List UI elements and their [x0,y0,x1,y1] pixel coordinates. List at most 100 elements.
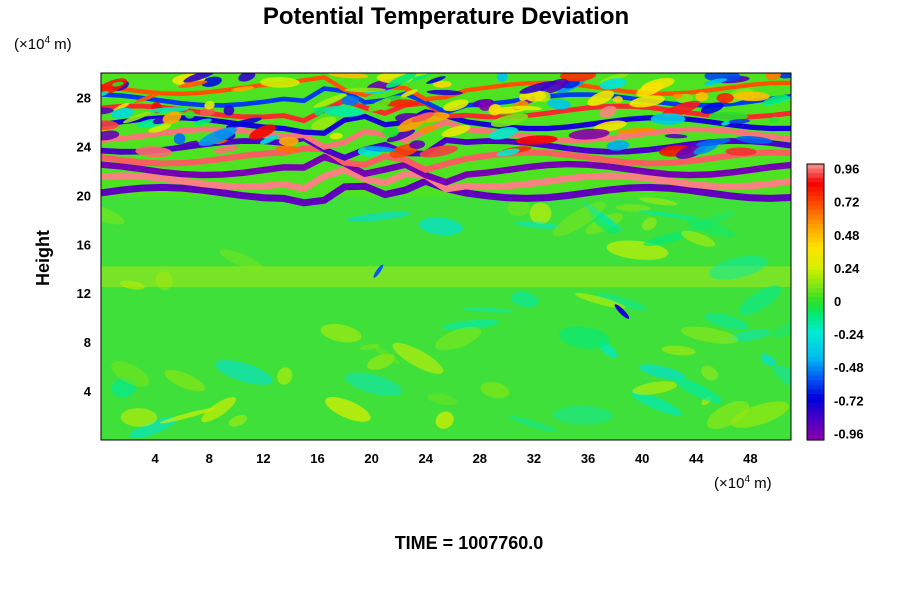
y-tick-label-8: 8 [84,335,91,350]
field-swirl [704,312,749,331]
y-tick-label-20: 20 [77,188,91,203]
field-blob [135,146,173,158]
field-blob [230,86,255,92]
field-swirl [642,217,657,231]
colorbar-label-2: 0.48 [834,228,859,243]
x-tick-label-44: 44 [689,451,704,466]
x-tick-label-20: 20 [364,451,378,466]
colorbar-swatch [807,237,824,243]
field-swirl [367,353,395,371]
field-swirl [510,291,539,308]
chart-title: Potential Temperature Deviation [263,3,629,30]
wave-stripe [101,119,791,150]
colorbar-label-6: -0.48 [834,360,864,375]
colorbar-label-1: 0.72 [834,195,859,210]
field-blob [213,145,239,154]
field-blob [111,107,134,119]
colorbar-swatch [807,251,824,257]
colorbar-swatch [807,325,824,331]
field-swirl [589,210,619,235]
colorbar-swatch [807,348,824,354]
colorbar-swatch [807,302,824,308]
field-blob [259,77,300,88]
field-swirl [201,397,237,423]
field-swirl [359,343,380,351]
field-blob [204,100,215,110]
field-blob [672,93,683,99]
field-blob [178,80,208,88]
colorbar-swatch [807,164,824,170]
field-blob [313,105,325,116]
field-blob [322,105,364,117]
field-swirl [615,204,651,212]
colorbar-tick-labels: 0.96 0.72 0.48 0.24 0 -0.24 -0.48 -0.72 -0.96 [834,162,864,442]
field-swirl [672,376,722,404]
x-tick-label-12: 12 [256,451,270,466]
colorbar-swatch [807,279,824,285]
field-blob [409,140,426,149]
colorbar-swatch [807,357,824,363]
field-blob [636,82,664,97]
field-swirl [346,211,411,222]
field-swirl [738,285,782,316]
field-blob [568,128,610,140]
colorbar-swatch [807,394,824,400]
field-swirl [595,292,649,311]
field-blob [411,112,435,123]
wave-stripe [101,145,791,173]
field-swirl [277,367,293,385]
field-blob [708,111,749,121]
field-blob [496,73,508,82]
field-swirl [558,326,611,349]
field-blob [728,119,750,124]
field-swirl [442,319,500,330]
colorbar-swatch [807,196,824,202]
colorbar-swatch [807,430,824,436]
colorbar-swatch [807,265,824,271]
colorbar-swatch [807,306,824,312]
field-blob [198,127,237,147]
field-swirl [219,249,263,270]
x-tick-label-48: 48 [743,451,757,466]
field-blob [733,91,770,102]
field-swirl [480,382,510,399]
field-swirl [661,345,696,356]
field-swirl [164,369,206,392]
time-label: TIME = 1007760.0 [395,533,544,553]
colorbar-swatch [807,177,824,183]
field-blob [400,89,418,98]
colorbar-swatch [807,361,824,367]
field-blob [201,76,222,87]
field-swirl [508,416,558,433]
colorbar-swatch [807,407,824,413]
field-blob [559,73,597,82]
field-swirl [760,354,777,367]
x-axis-ticks: 4 8 12 16 20 24 28 32 36 40 44 48 [152,451,758,466]
field-swirl [372,345,401,365]
field-blob [616,127,657,134]
field-swirl [373,264,384,278]
colorbar-label-5: -0.24 [834,327,864,342]
field-blob [587,90,615,106]
x-tick-label-24: 24 [418,451,433,466]
field-blob [418,124,438,133]
x-tick-label-32: 32 [527,451,541,466]
field-blob [329,132,343,140]
field-blob [278,136,299,146]
field-blob [496,148,520,157]
field-blob [443,99,469,112]
colorbar-swatch [807,343,824,349]
colorbar-label-7: -0.72 [834,393,864,408]
field-blob [650,113,686,125]
x-tick-label-28: 28 [473,451,487,466]
colorbar-swatch [807,214,824,220]
field-blob [695,91,709,102]
field-blob [736,135,773,144]
y-tick-label-16: 16 [77,237,91,252]
colorbar-swatch [807,352,824,358]
field-blob [515,135,558,145]
field-blob [172,140,198,151]
field-swirl [111,361,150,387]
field-blob [101,120,119,131]
field-blob [275,145,300,153]
